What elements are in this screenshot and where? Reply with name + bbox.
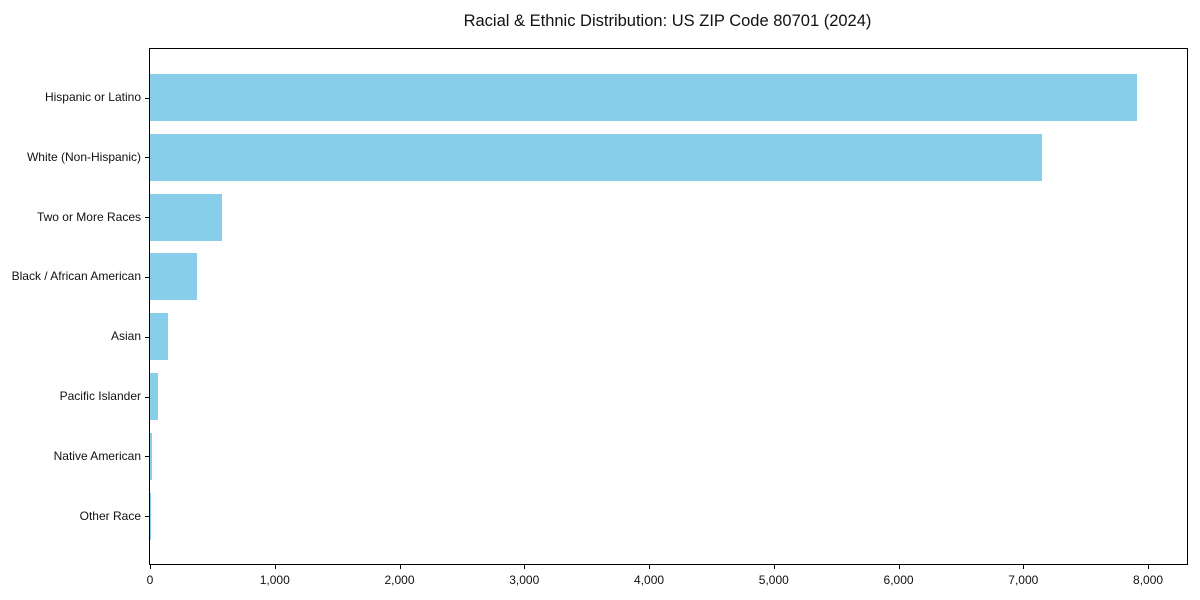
bar-white-non-hispanic [150, 133, 1043, 181]
y-tick-label-white-non-hispanic: White (Non-Hispanic) [26, 149, 141, 164]
bar-other-race [150, 492, 151, 540]
y-tick-mark [145, 276, 149, 278]
bar-asian [150, 313, 169, 361]
x-tick-label-1-000: 1,000 [259, 573, 290, 587]
y-tick-mark [145, 396, 149, 398]
x-tick-mark [1023, 565, 1025, 569]
x-tick-label-2-000: 2,000 [384, 573, 415, 587]
x-tick-label-3-000: 3,000 [509, 573, 540, 587]
y-tick-mark [145, 217, 149, 219]
y-tick-label-hispanic-or-latino: Hispanic or Latino [44, 90, 141, 104]
x-tick-label-4-000: 4,000 [634, 573, 665, 587]
y-tick-label-asian: Asian [110, 329, 141, 344]
y-tick-label-native-american: Native American [53, 448, 141, 463]
x-tick-label-0: 0 [146, 573, 154, 587]
y-tick-mark [145, 456, 149, 458]
x-tick-label-8-000: 8,000 [1133, 573, 1164, 587]
x-tick-mark [274, 565, 276, 569]
x-tick-mark [524, 565, 526, 569]
x-tick-mark [649, 565, 651, 569]
y-tick-label-other-race: Other Race [79, 508, 141, 523]
x-tick-mark [773, 565, 775, 569]
x-tick-mark [1148, 565, 1150, 569]
bar-pacific-islander [150, 373, 159, 421]
y-tick-mark [145, 97, 149, 99]
y-tick-mark [145, 336, 149, 338]
x-tick-mark [150, 565, 151, 569]
y-tick-label-two-or-more-races: Two or More Races [36, 209, 141, 224]
bar-black-african-american [150, 253, 197, 301]
chart-title: Racial & Ethnic Distribution: US ZIP Cod… [463, 12, 872, 30]
x-tick-label-5-000: 5,000 [758, 573, 789, 587]
y-tick-label-black-african-american: Black / African American [11, 269, 141, 284]
plot-area: Hispanic or Latino White (Non-Hispanic) Tw… [12, 48, 1188, 587]
x-tick-mark [898, 565, 900, 569]
bar-hispanic-or-latino [150, 74, 1137, 121]
x-tick-label-7-000: 7,000 [1008, 573, 1039, 587]
x-tick-mark [399, 565, 401, 569]
x-tick-label-6-000: 6,000 [883, 573, 914, 587]
y-tick-mark [145, 157, 149, 159]
y-tick-label-pacific-islander: Pacific Islander [59, 389, 141, 404]
y-tick-mark [145, 516, 149, 518]
bar-native-american [150, 432, 152, 480]
bar-two-or-more-races [150, 193, 223, 241]
